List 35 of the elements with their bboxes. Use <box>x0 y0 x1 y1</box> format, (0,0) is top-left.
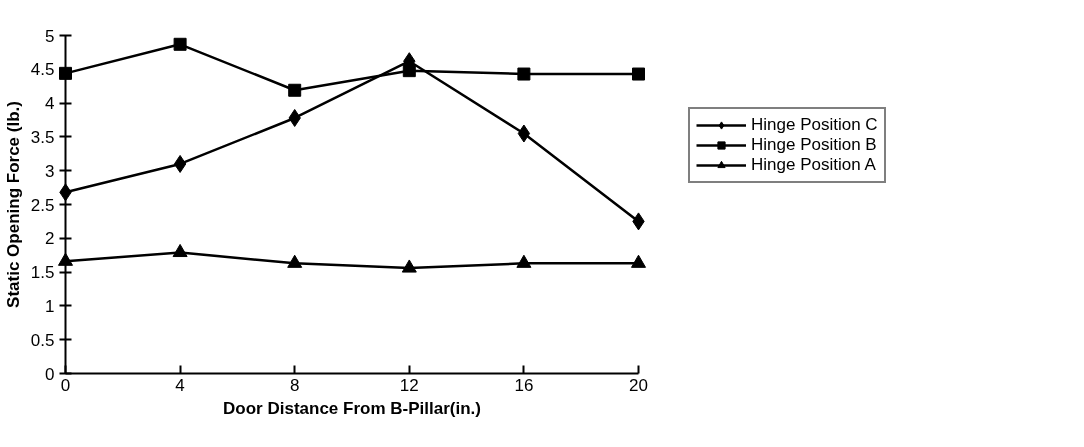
point <box>288 83 302 97</box>
point <box>402 64 416 78</box>
y-tick-label: 0.5 <box>30 330 55 350</box>
y-tick-label: 1.5 <box>30 263 55 283</box>
point <box>401 259 417 273</box>
legend-label: Hinge Position A <box>751 155 876 175</box>
y-tick-label: 1 <box>45 296 55 316</box>
y-tick-label: 3.5 <box>30 127 55 147</box>
point <box>59 66 72 80</box>
x-tick-label: 12 <box>399 375 419 395</box>
y-tick-label: 2 <box>45 229 55 249</box>
point <box>173 154 187 173</box>
point <box>172 243 188 258</box>
x-tick-label: 20 <box>629 375 648 395</box>
point <box>58 252 73 266</box>
y-tick-label: 4 <box>45 94 55 114</box>
point <box>516 254 532 268</box>
y-tick-label: 3 <box>45 161 55 181</box>
point <box>632 67 645 81</box>
x-tick-label: 4 <box>175 375 185 395</box>
x-tick-label: 0 <box>60 375 71 395</box>
point <box>517 67 531 81</box>
y-tick-label: 5 <box>45 26 55 46</box>
y-tick-label: 4.5 <box>30 60 55 80</box>
y-tick-label: 2.5 <box>30 195 55 215</box>
legend-label: Hinge Position B <box>751 135 877 155</box>
point <box>287 254 303 268</box>
legend-label: Hinge Position C <box>751 115 878 135</box>
point <box>631 254 646 268</box>
x-axis-title: Door Distance From B-Pillar(in.) <box>223 398 481 418</box>
y-axis-title: Static Opening Force (lb.) <box>3 101 23 308</box>
x-tick-label: 16 <box>514 375 534 395</box>
point <box>173 37 187 51</box>
x-tick-label: 8 <box>289 375 300 395</box>
point <box>517 124 531 143</box>
